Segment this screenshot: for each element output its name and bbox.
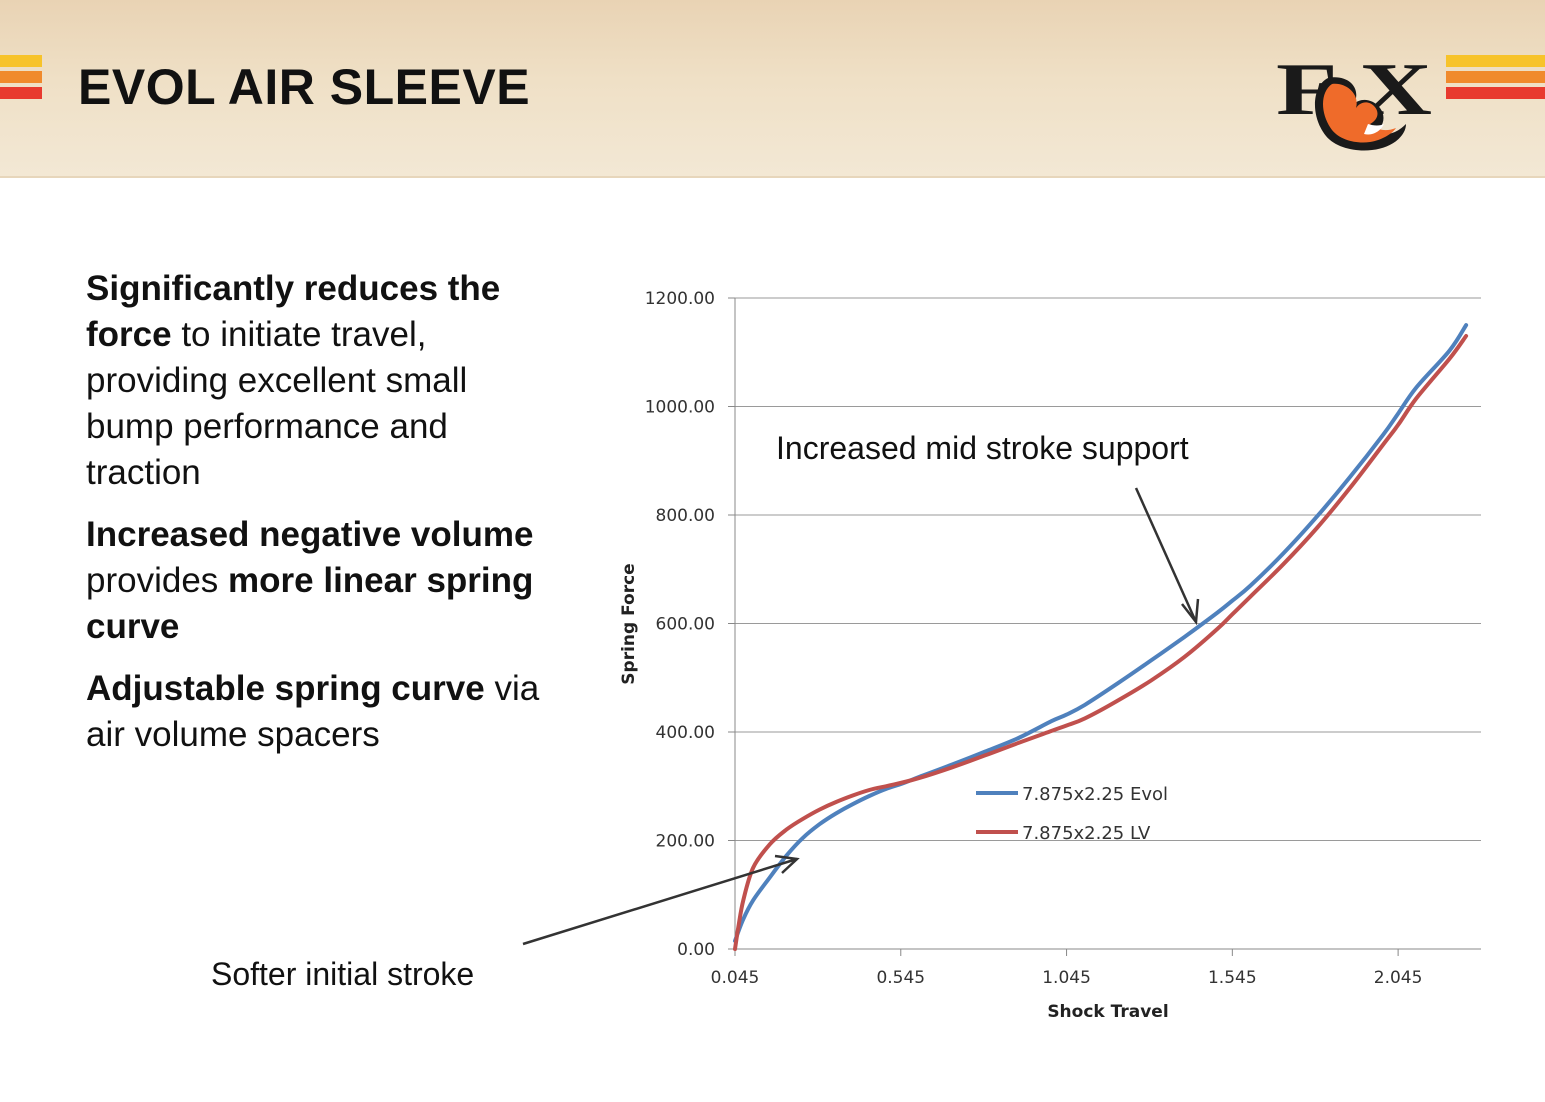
x-tick-label: 1.545: [1208, 968, 1257, 988]
x-tick-labels: 0.045 0.545 1.045 1.545 2.045: [711, 968, 1423, 988]
bullet-bold-text: Increased negative volume: [86, 515, 534, 554]
series-line-evol: [733, 323, 1469, 943]
chart-axes: [728, 297, 1481, 956]
header-stripes-left: [0, 55, 42, 103]
header-stripes-right: [1446, 55, 1545, 103]
x-tick-label: 1.045: [1042, 968, 1091, 988]
bullet-item: Adjustable spring curve via air volume s…: [86, 666, 556, 758]
bullet-text: provides: [86, 561, 229, 600]
chart-grid: [735, 297, 1481, 841]
bullet-item: Increased negative volume provides more …: [86, 512, 556, 650]
stripe-yellow: [0, 55, 42, 67]
chart-legend: 7.875x2.25 Evol 7.875x2.25 LV: [976, 784, 1168, 844]
stripe-yellow: [1446, 55, 1545, 67]
mid-stroke-arrow: [1134, 487, 1198, 623]
legend-label: 7.875x2.25 Evol: [1022, 784, 1168, 805]
initial-stroke-arrowhead: [774, 854, 800, 874]
y-axis-label: Spring Force: [619, 563, 639, 684]
y-tick-labels: 0.00 200.00 400.00 600.00 800.00 1000.00 1200.…: [645, 289, 715, 960]
initial-stroke-arrow: [522, 857, 798, 946]
chart-series: [733, 323, 1469, 951]
series-line-lv: [733, 334, 1469, 951]
bullet-item: Significantly reduces the force to initi…: [86, 266, 556, 496]
bullet-bold-text: Significantly reduces the force: [86, 269, 501, 354]
bullet-bold-text: more linear spring curve: [86, 561, 534, 646]
fox-tail-icon: [1314, 77, 1406, 151]
slide-header: EVOL AIR SLEEVE F X: [0, 0, 1545, 178]
stripe-orange: [1446, 71, 1545, 83]
stripe-red: [1446, 87, 1545, 99]
initial-stroke-annotation: Softer initial stroke: [211, 956, 475, 992]
y-tick-label: 1000.00: [645, 398, 715, 418]
y-tick-label: 200.00: [656, 832, 715, 852]
slide-title: EVOL AIR SLEEVE: [78, 59, 531, 115]
fox-logo: F X: [1276, 52, 1432, 151]
x-tick-label: 0.545: [876, 968, 925, 988]
y-tick-label: 600.00: [656, 615, 715, 635]
y-tick-label: 800.00: [656, 506, 715, 526]
mid-stroke-annotation: Increased mid stroke support: [776, 430, 1189, 466]
bullet-bold-text: Adjustable spring curve: [86, 669, 485, 708]
annotation-arrows: [522, 487, 1200, 946]
bullet-list: Significantly reduces the force to initi…: [86, 266, 556, 774]
bullet-text: to initiate travel, providing excellent …: [86, 315, 468, 492]
y-tick-label: 0.00: [677, 940, 715, 960]
x-axis-label: Shock Travel: [1047, 1002, 1168, 1022]
x-tick-label: 2.045: [1374, 968, 1423, 988]
mid-stroke-arrowhead: [1181, 598, 1200, 626]
y-tick-label: 1200.00: [645, 289, 715, 309]
stripe-red: [0, 87, 42, 99]
stripe-orange: [0, 71, 42, 83]
bullet-text: via air volume spacers: [86, 669, 540, 754]
y-tick-label: 400.00: [656, 723, 715, 743]
legend-label: 7.875x2.25 LV: [1022, 823, 1151, 844]
x-tick-label: 0.045: [711, 968, 760, 988]
